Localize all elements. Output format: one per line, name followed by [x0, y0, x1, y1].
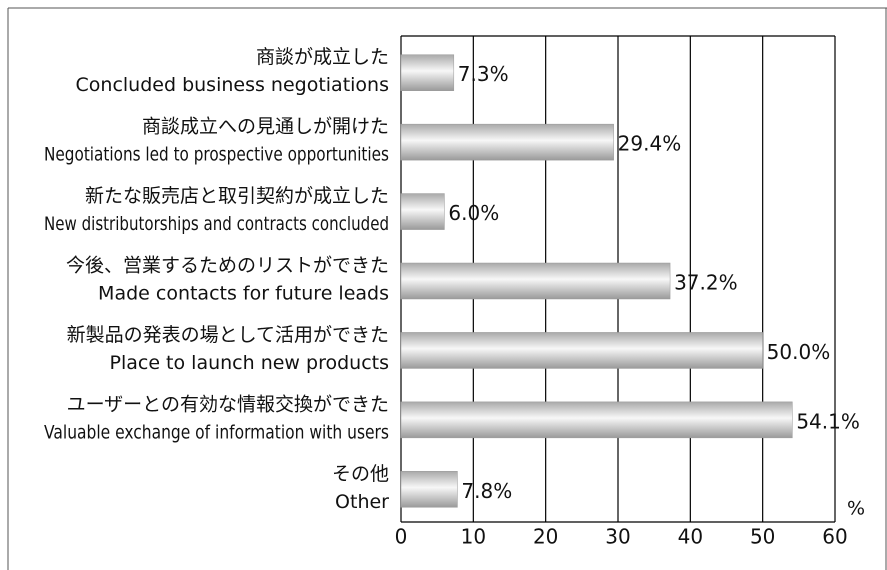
- value-label: 54.1%: [796, 409, 860, 433]
- category-label-en: Negotiations led to prospective opportun…: [44, 144, 389, 166]
- category-label: 新たな販売店と取引契約が成立した: [85, 185, 389, 207]
- x-tick-label: 10: [461, 525, 486, 549]
- bar: [400, 262, 671, 300]
- value-label: 29.4%: [618, 132, 682, 156]
- category-label-en: Concluded business negotiations: [76, 74, 389, 96]
- category-label-en: Other: [335, 491, 389, 513]
- x-tick-label: 40: [678, 525, 703, 549]
- bar: [400, 471, 458, 508]
- category-label: ユーザーとの有効な情報交換ができた: [67, 393, 389, 415]
- bar: [400, 193, 445, 230]
- category-label: 今後、営業するためのリストができた: [66, 255, 389, 277]
- x-tick-label: 30: [605, 525, 630, 549]
- bar: [400, 123, 614, 161]
- x-unit: %: [847, 498, 865, 520]
- category-label-en: New distributorships and contracts concl…: [44, 213, 389, 235]
- value-label: 7.8%: [461, 479, 512, 503]
- category-label-en: Place to launch new products: [110, 352, 390, 374]
- category-label: その他: [332, 463, 389, 485]
- category-label: 商談が成立した: [256, 46, 389, 68]
- bar: [400, 54, 455, 91]
- x-tick-label: 20: [533, 525, 558, 549]
- value-label: 7.3%: [458, 62, 509, 86]
- category-label: 商談成立への見通しが開けた: [142, 116, 389, 138]
- bar: [400, 332, 763, 369]
- category-label: 新製品の発表の場として活用ができた: [67, 324, 389, 346]
- value-label: 50.0%: [767, 340, 831, 364]
- bar: [400, 401, 793, 439]
- value-label: 37.2%: [674, 271, 738, 295]
- category-label-en: Made contacts for future leads: [98, 283, 389, 305]
- value-label: 6.0%: [448, 201, 499, 225]
- x-tick-label: 50: [750, 525, 775, 549]
- x-tick-label: 60: [822, 525, 847, 549]
- category-label-en: Valuable exchange of information with us…: [44, 421, 389, 443]
- x-tick-label: 0: [395, 525, 408, 549]
